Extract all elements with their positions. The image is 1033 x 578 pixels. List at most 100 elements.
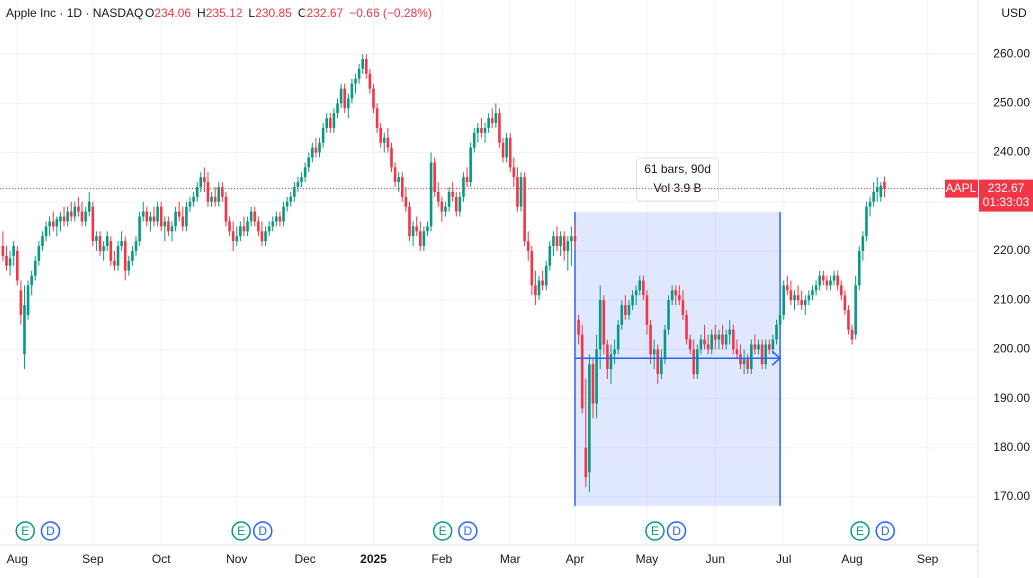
candle-body xyxy=(1,246,5,256)
candle-body xyxy=(300,177,303,183)
event-badge xyxy=(458,521,478,541)
candle-body xyxy=(638,280,642,291)
candle-body xyxy=(296,182,300,187)
candle-body xyxy=(33,260,37,276)
candle-body xyxy=(645,295,649,325)
candle-body xyxy=(69,211,73,217)
candle-body xyxy=(818,275,821,286)
event-badge xyxy=(666,521,687,541)
candle-body xyxy=(573,236,577,242)
ohlc-value: 232.67 xyxy=(306,6,343,20)
candle-body xyxy=(167,221,170,232)
candle-body xyxy=(303,167,307,178)
candle-body xyxy=(785,285,789,291)
candle-body xyxy=(120,241,123,247)
candle-body xyxy=(145,211,149,222)
candle-body xyxy=(23,305,26,355)
candle-body xyxy=(400,177,404,197)
candle-body xyxy=(264,231,267,242)
price-label: 232.67 xyxy=(988,181,1025,195)
candle-body xyxy=(51,221,55,227)
candle-body xyxy=(418,231,422,247)
candle-body xyxy=(793,295,796,301)
candle-body xyxy=(163,221,167,227)
event-label: D xyxy=(672,524,681,538)
candle-body xyxy=(588,364,591,473)
candle-body xyxy=(523,177,526,242)
candle-body xyxy=(246,221,249,232)
candle-body xyxy=(728,329,732,335)
countdown: 01:33:03 xyxy=(983,195,1030,209)
candle-body xyxy=(426,226,429,232)
candle-body xyxy=(440,201,444,212)
candle-body xyxy=(656,349,660,374)
candle-body xyxy=(660,359,663,374)
candle-body xyxy=(87,201,91,212)
candle-body xyxy=(688,339,692,350)
candle-body xyxy=(379,127,382,143)
ticker-tag xyxy=(945,179,978,198)
event-badge xyxy=(231,521,251,541)
y-tick-label: 190.00 xyxy=(993,391,1030,405)
candle-body xyxy=(354,78,357,84)
candle-body xyxy=(710,334,714,350)
candle-body xyxy=(260,231,264,242)
candle-body xyxy=(854,285,857,335)
candle-body xyxy=(152,216,156,222)
candle-body xyxy=(393,167,397,183)
candle-body xyxy=(832,275,836,281)
candle-body xyxy=(174,211,177,227)
event-label: E xyxy=(856,524,864,538)
x-tick-label: May xyxy=(636,552,659,566)
candle-body xyxy=(480,127,483,133)
candle-body xyxy=(602,300,606,345)
y-tick-label: 260.00 xyxy=(993,46,1030,60)
candle-body xyxy=(91,206,95,242)
candle-body xyxy=(800,300,803,306)
candle-body xyxy=(365,59,368,74)
candle-body xyxy=(634,290,638,296)
candle-body xyxy=(285,201,289,207)
candle-body xyxy=(149,216,152,222)
candle-body xyxy=(843,295,847,311)
candle-body xyxy=(674,290,678,296)
candle-body xyxy=(584,447,588,478)
event-label: D xyxy=(881,524,890,538)
candle-body xyxy=(278,216,282,222)
event-label: D xyxy=(46,524,55,538)
candle-body xyxy=(580,334,584,409)
candle-body xyxy=(732,329,735,350)
candle-body xyxy=(872,191,875,202)
candle-body xyxy=(753,344,757,350)
candle-body xyxy=(548,246,552,266)
candle-body xyxy=(505,137,508,158)
candle-body xyxy=(386,137,390,148)
candle-body xyxy=(73,206,77,217)
candle-body xyxy=(875,186,879,192)
candle-body xyxy=(670,290,674,301)
candle-body xyxy=(595,349,598,404)
candle-body xyxy=(429,162,433,227)
ohlc-value: 235.12 xyxy=(206,6,243,20)
candle-body xyxy=(415,226,418,232)
candle-body xyxy=(192,196,195,202)
candle-body xyxy=(742,359,746,365)
candle-body xyxy=(735,349,739,355)
candle-body xyxy=(465,177,469,183)
event-label: D xyxy=(258,524,267,538)
candle-body xyxy=(857,250,861,286)
candle-body xyxy=(314,147,318,153)
candle-body xyxy=(325,118,329,128)
candle-body xyxy=(631,295,634,306)
y-tick-label: 210.00 xyxy=(993,292,1030,306)
x-tick-label: Jun xyxy=(706,552,725,566)
symbol: Apple Inc · 1D · NASDAQ xyxy=(6,6,143,20)
candle-body xyxy=(185,206,188,227)
candle-body xyxy=(19,290,23,315)
candle-body xyxy=(789,290,793,301)
candle-body xyxy=(566,241,570,251)
ohlc-letter: L xyxy=(248,6,255,20)
x-tick-label: Oct xyxy=(152,552,171,566)
candle-body xyxy=(307,157,311,168)
candle-body xyxy=(141,211,145,217)
